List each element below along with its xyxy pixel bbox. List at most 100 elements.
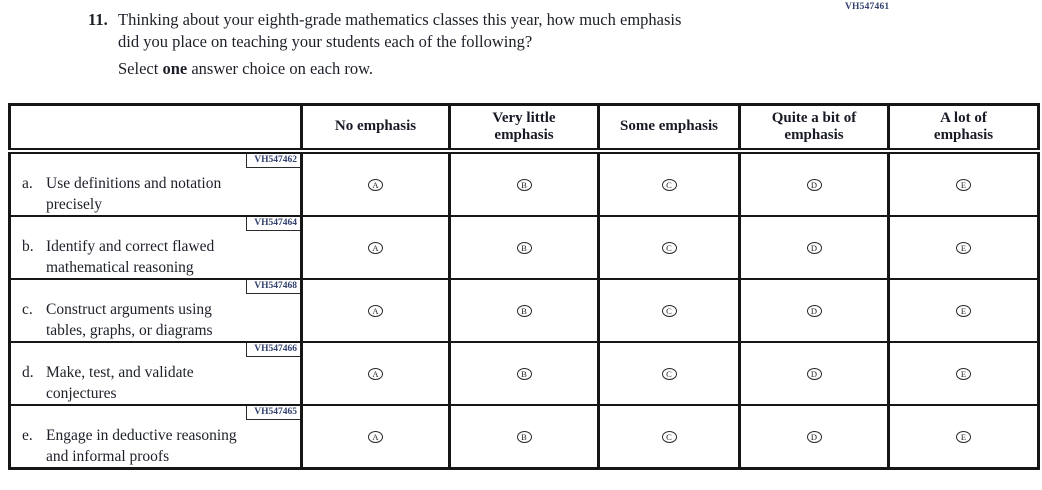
row-label-line: mathematical reasoning [46,258,194,276]
column-header-some-emphasis: Some emphasis [597,103,741,154]
bubble-cell-c-a-lot[interactable]: E [887,277,1040,343]
column-header-no-emphasis: No emphasis [300,103,451,154]
instruction-pre: Select [118,59,159,78]
answer-bubble-a[interactable]: A [368,179,383,191]
bubble-cell-d-some[interactable]: C [597,340,741,406]
table-row-c: VH547468 c. Construct arguments using ta… [8,277,1040,343]
answer-bubble-c[interactable]: C [661,242,677,254]
table-row-b: VH547464 b. Identify and correct flawed … [8,214,1040,280]
answer-bubble-b[interactable]: B [516,431,532,443]
row-label-line: and informal proofs [46,447,170,465]
answer-bubble-a[interactable]: A [368,368,383,380]
bubble-cell-c-quite-a-bit[interactable]: D [738,277,890,343]
table-row-e: VH547465 e. Engage in deductive reasonin… [8,403,1040,469]
item-code: VH547466 [246,342,300,357]
row-label-line: Identify and correct flawed [46,237,215,255]
column-header-label: A lot of [940,109,987,126]
item-code: VH547462 [246,153,300,168]
bubble-cell-b-no-emphasis[interactable]: A [300,214,451,280]
answer-bubble-c[interactable]: C [661,305,677,317]
bubble-cell-e-some[interactable]: C [597,403,741,469]
row-label-line: Engage in deductive reasoning [46,426,237,444]
row-letter-prefix: e. [22,426,33,444]
answer-bubble-d[interactable]: D [806,242,822,254]
row-label-cell: VH547464 b. Identify and correct flawed … [8,214,303,280]
row-label-cell: VH547465 e. Engage in deductive reasonin… [8,403,303,469]
bubble-cell-b-quite-a-bit[interactable]: D [738,214,890,280]
row-label-cell: VH547468 c. Construct arguments using ta… [8,277,303,343]
row-letter-prefix: a. [22,174,33,192]
row-label-line: tables, graphs, or diagrams [46,321,213,339]
bubble-cell-e-no-emphasis[interactable]: A [300,403,451,469]
column-header-very-little-emphasis: Very little emphasis [448,103,600,154]
bubble-cell-b-very-little[interactable]: B [448,214,600,280]
answer-bubble-c[interactable]: C [661,179,677,191]
bubble-cell-d-no-emphasis[interactable]: A [300,340,451,406]
answer-bubble-a[interactable]: A [368,305,383,317]
answer-bubble-d[interactable]: D [806,179,822,191]
question-stem: 11. Thinking about your eighth-grade mat… [88,9,828,53]
row-label-line: conjectures [46,384,117,402]
question-instruction: Select one answer choice on each row. [118,59,373,79]
bubble-cell-d-quite-a-bit[interactable]: D [738,340,890,406]
row-label-line: precisely [46,195,102,213]
answer-bubble-a[interactable]: A [368,242,383,254]
answer-bubble-a[interactable]: A [368,431,383,443]
answer-bubble-e[interactable]: E [956,305,971,317]
bubble-cell-a-some[interactable]: C [597,149,741,217]
row-label-line: Make, test, and validate [46,363,194,381]
bubble-cell-a-quite-a-bit[interactable]: D [738,149,890,217]
bubble-cell-a-very-little[interactable]: B [448,149,600,217]
answer-bubble-e[interactable]: E [956,242,971,254]
answer-bubble-c[interactable]: C [661,368,677,380]
item-code: VH547465 [246,405,300,420]
answer-bubble-b[interactable]: B [516,242,532,254]
column-header-label: Very little [492,109,556,126]
answer-bubble-d[interactable]: D [806,305,822,317]
row-label-line: Use definitions and notation [46,174,222,192]
bubble-cell-d-very-little[interactable]: B [448,340,600,406]
question-number: 11. [88,10,108,29]
column-header-label: emphasis [933,126,994,143]
answer-bubble-b[interactable]: B [516,368,532,380]
column-header-label: emphasis [494,126,554,143]
bubble-cell-c-some[interactable]: C [597,277,741,343]
answer-bubble-c[interactable]: C [661,431,677,443]
answer-bubble-d[interactable]: D [806,431,822,443]
instruction-bold-word: one [162,59,188,78]
instruction-post: answer choice on each row. [191,59,374,78]
answer-bubble-e[interactable]: E [956,368,971,380]
bubble-cell-a-a-lot[interactable]: E [887,149,1040,217]
answer-bubble-b[interactable]: B [516,179,532,191]
column-header-label: Some emphasis [620,118,718,135]
table-row-a: VH547462 a. Use definitions and notation… [8,149,1040,217]
bubble-cell-a-no-emphasis[interactable]: A [300,149,451,217]
item-code: VH547464 [246,216,300,231]
row-label: c. Construct arguments using tables, gra… [22,299,284,341]
bubble-cell-b-a-lot[interactable]: E [887,214,1040,280]
question-text-line2: did you place on teaching your students … [118,32,533,51]
bubble-cell-b-some[interactable]: C [597,214,741,280]
answer-bubble-d[interactable]: D [806,368,822,380]
row-label-cell: VH547462 a. Use definitions and notation… [8,149,303,217]
answer-bubble-e[interactable]: E [956,179,971,191]
bubble-cell-d-a-lot[interactable]: E [887,340,1040,406]
bubble-cell-c-very-little[interactable]: B [448,277,600,343]
answer-bubble-b[interactable]: B [516,305,532,317]
bubble-cell-e-quite-a-bit[interactable]: D [738,403,890,469]
row-letter-prefix: d. [22,363,34,381]
row-label-line: Construct arguments using [46,300,212,318]
answer-bubble-e[interactable]: E [956,431,971,443]
row-label: e. Engage in deductive reasoning and inf… [22,425,284,467]
row-label: d. Make, test, and validate conjectures [22,362,284,404]
question-text: Thinking about your eighth-grade mathema… [118,9,681,53]
row-label-cell: VH547466 d. Make, test, and validate con… [8,340,303,406]
bubble-cell-c-no-emphasis[interactable]: A [300,277,451,343]
answer-matrix-table: No emphasis Very little emphasis Some em… [8,103,1040,470]
row-label: a. Use definitions and notation precisel… [22,173,284,215]
header-row: No emphasis Very little emphasis Some em… [8,103,1040,154]
bubble-cell-e-a-lot[interactable]: E [887,403,1040,469]
page-item-code: VH547461 [845,2,890,12]
bubble-cell-e-very-little[interactable]: B [448,403,600,469]
